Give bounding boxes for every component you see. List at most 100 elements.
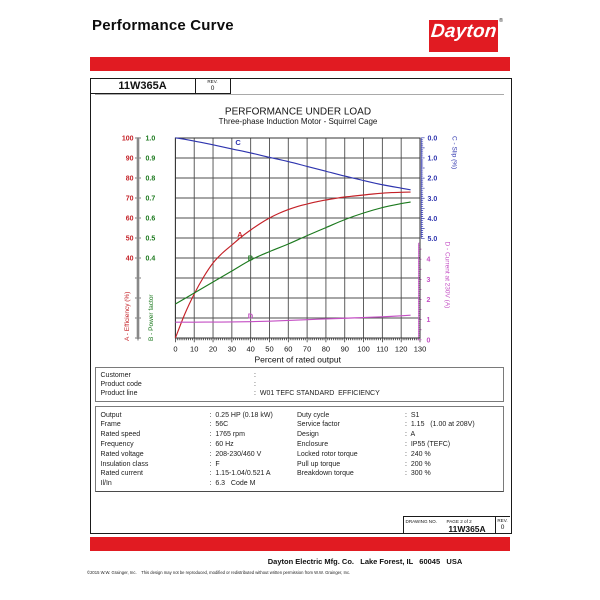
spec-label: Pull up torque — [297, 460, 341, 468]
dayton-logo-text: Dayton — [429, 21, 498, 42]
svg-text:5.0: 5.0 — [428, 236, 438, 243]
spec-label: Service factor — [297, 421, 340, 429]
document-border — [90, 78, 512, 534]
customer-info-box: Customer: Product code: Product line : W0… — [95, 367, 504, 402]
spec-value: : 1.15 (1.00 at 208V) — [405, 421, 475, 429]
top-red-bar — [90, 57, 510, 71]
footer-copyright: ©2015 W.W. Grainger, Inc. This design ma… — [87, 569, 351, 575]
svg-text:0.6: 0.6 — [146, 216, 156, 223]
spec-label: Enclosure — [297, 440, 329, 448]
spec-value: : 56C — [209, 421, 229, 429]
spec-label: Rated speed — [100, 431, 141, 439]
spec-value: : 1.15-1.04/0.521 A — [209, 470, 271, 478]
part-number-cell: 11W365A — [90, 78, 196, 94]
svg-text:1: 1 — [427, 317, 431, 324]
spec-label: Frame — [100, 421, 121, 429]
svg-text:110: 110 — [376, 345, 388, 354]
svg-text:70: 70 — [303, 345, 311, 354]
page-title: Performance Curve — [92, 17, 234, 34]
spec-value: : 0.25 HP (0.18 kW) — [209, 411, 273, 419]
svg-text:C - Slip (%): C - Slip (%) — [451, 136, 458, 169]
spec-label: Product code — [100, 380, 142, 388]
curve-label-D: D — [248, 312, 254, 321]
svg-text:0.9: 0.9 — [146, 156, 156, 163]
svg-text:0.0: 0.0 — [428, 135, 438, 142]
revision-label: REV. — [207, 79, 218, 84]
spec-label: Design — [297, 431, 319, 439]
svg-text:100: 100 — [357, 345, 370, 354]
spec-value: : 300 % — [405, 470, 431, 478]
svg-text:60: 60 — [284, 345, 292, 354]
drawing-rev-value: 0 — [500, 523, 505, 531]
spec-value: : — [254, 380, 260, 388]
svg-text:3.0: 3.0 — [428, 196, 438, 203]
curve-label-C: C — [235, 138, 241, 147]
curve-C — [175, 137, 411, 191]
spec-value: : W01 TEFC STANDARD EFFICIENCY — [254, 390, 380, 398]
curve-A — [174, 191, 411, 339]
svg-text:100: 100 — [122, 136, 134, 143]
svg-text:90: 90 — [341, 345, 349, 354]
svg-text:1.0: 1.0 — [146, 136, 156, 143]
svg-text:2.0: 2.0 — [428, 176, 438, 183]
svg-text:B - Power factor: B - Power factor — [148, 294, 155, 341]
svg-text:4.0: 4.0 — [428, 216, 438, 223]
bottom-red-bar — [90, 537, 510, 551]
spec-value: : 1765 rpm — [209, 431, 245, 439]
drawing-number-table: DRAWING NO. PAGE 2 of 2 11W365A REV. 0 — [402, 515, 510, 534]
svg-text:30: 30 — [228, 345, 236, 354]
svg-text:1.0: 1.0 — [428, 155, 438, 162]
svg-text:3: 3 — [427, 277, 431, 284]
spec-label: Locked rotor torque — [297, 450, 358, 458]
svg-text:4: 4 — [427, 257, 431, 264]
spec-value: : A — [405, 431, 416, 439]
svg-text:2: 2 — [427, 297, 431, 304]
svg-text:50: 50 — [265, 345, 273, 354]
spec-value: : 60 Hz — [209, 440, 234, 448]
svg-text:A - Efficiency (%): A - Efficiency (%) — [124, 292, 131, 341]
svg-text:50: 50 — [126, 236, 134, 243]
svg-text:60: 60 — [126, 216, 134, 223]
curve-D — [175, 314, 411, 323]
spec-label: Output — [100, 411, 122, 419]
spec-value: : — [254, 371, 260, 379]
svg-text:90: 90 — [126, 156, 134, 163]
svg-text:40: 40 — [126, 256, 134, 263]
spec-label: Customer — [100, 371, 131, 379]
svg-text:0.4: 0.4 — [146, 256, 156, 263]
svg-text:0: 0 — [173, 345, 177, 354]
spec-label: Duty cycle — [297, 411, 330, 419]
specifications-box: Output : 0.25 HP (0.18 kW) Frame : 56C Rated… — [95, 406, 504, 492]
revision-value: 0 — [210, 84, 215, 92]
svg-text:0: 0 — [427, 337, 431, 344]
spec-label: Il/In — [100, 480, 112, 488]
drawing-number-cell: DRAWING NO. PAGE 2 of 2 11W365A — [404, 516, 496, 534]
curve-label-B: B — [248, 254, 254, 263]
svg-text:120: 120 — [395, 345, 408, 354]
spec-label: Insulation class — [100, 460, 149, 468]
drawing-no-value: 11W365A — [448, 523, 486, 534]
svg-text:80: 80 — [126, 176, 134, 183]
svg-text:0.7: 0.7 — [146, 196, 156, 203]
spec-label: Rated voltage — [100, 450, 144, 458]
drawing-revision-cell: REV. 0 — [496, 517, 510, 534]
spec-label: Product line — [100, 390, 138, 398]
spec-value: : 208-230/460 V — [209, 450, 262, 458]
dayton-logo: Dayton — [429, 20, 498, 52]
svg-text:130: 130 — [414, 345, 427, 354]
curve-B — [175, 201, 411, 305]
svg-text:D - Current at 230V (A): D - Current at 230V (A) — [444, 242, 451, 309]
svg-text:20: 20 — [209, 345, 217, 354]
svg-text:Percent of rated output: Percent of rated output — [254, 355, 341, 365]
svg-text:0.5: 0.5 — [146, 236, 156, 243]
svg-text:40: 40 — [246, 345, 254, 354]
svg-text:80: 80 — [322, 345, 330, 354]
svg-text:70: 70 — [126, 196, 134, 203]
spec-label: Frequency — [100, 440, 134, 448]
drawing-rev-label: REV. — [497, 517, 508, 523]
curve-label-A: A — [237, 230, 243, 239]
svg-text:10: 10 — [190, 345, 198, 354]
registered-trademark-icon: ® — [499, 17, 504, 24]
spec-value: : 6.3 Code M — [209, 480, 256, 488]
